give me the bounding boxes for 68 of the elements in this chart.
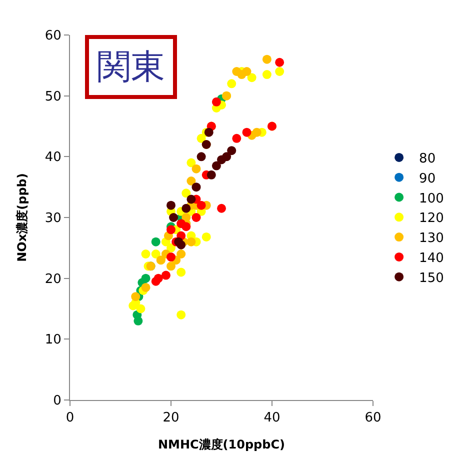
- point: [186, 176, 196, 186]
- legend-label: 90: [419, 171, 436, 186]
- point: [227, 146, 236, 156]
- chart-title: 関東: [97, 47, 165, 87]
- point: [166, 252, 176, 262]
- point: [176, 310, 186, 320]
- legend-label: 120: [419, 211, 444, 226]
- point: [192, 213, 201, 222]
- point: [227, 79, 236, 88]
- point: [141, 250, 150, 258]
- point: [212, 97, 221, 106]
- point: [176, 268, 186, 277]
- point: [204, 128, 214, 137]
- point: [206, 170, 216, 180]
- point: [161, 270, 170, 280]
- point: [275, 67, 284, 76]
- y-tick-label: 60: [44, 28, 62, 44]
- y-tick-label: 0: [53, 394, 62, 409]
- y-axis-title: NOx濃度(ppb): [15, 173, 30, 262]
- point: [174, 237, 184, 246]
- legend-label: 130: [419, 231, 444, 246]
- legend-label: 100: [419, 191, 444, 206]
- point: [182, 204, 191, 213]
- point: [141, 282, 150, 292]
- point: [186, 158, 196, 168]
- legend-label: 140: [419, 251, 444, 266]
- point: [242, 128, 252, 137]
- point: [262, 70, 272, 80]
- point: [166, 200, 176, 210]
- point: [192, 164, 201, 174]
- x-axis-title: NMHC濃度(10ppbC): [158, 438, 286, 452]
- x-tick-label: 40: [264, 410, 280, 426]
- point: [169, 213, 178, 222]
- point: [176, 250, 186, 258]
- point: [242, 67, 252, 76]
- y-tick-label: 50: [44, 89, 62, 104]
- y-tick-label: 40: [44, 150, 62, 166]
- x-tick-label: 20: [162, 410, 180, 426]
- y-tick-label: 30: [44, 211, 62, 226]
- point: [141, 274, 150, 283]
- legend-label: 80: [419, 152, 436, 167]
- point: [222, 152, 232, 162]
- point: [196, 152, 206, 162]
- point: [186, 194, 196, 204]
- y-tick-label: 20: [44, 272, 62, 287]
- point: [166, 225, 176, 234]
- legend-label: 150: [419, 270, 444, 286]
- point: [166, 262, 176, 271]
- x-tick-label: 60: [364, 410, 382, 426]
- point: [212, 161, 221, 170]
- point: [275, 58, 284, 67]
- point: [247, 73, 256, 82]
- point: [202, 232, 211, 242]
- point: [131, 292, 140, 302]
- point: [232, 134, 242, 143]
- point: [196, 200, 206, 210]
- point: [217, 204, 226, 213]
- point: [151, 250, 160, 258]
- point: [262, 54, 272, 64]
- y-tick-label: 10: [44, 332, 62, 348]
- x-tick-label: 0: [66, 410, 74, 426]
- point: [192, 182, 201, 192]
- point: [136, 304, 146, 314]
- point: [154, 274, 163, 283]
- point: [252, 128, 262, 137]
- point: [186, 237, 196, 246]
- point: [182, 188, 191, 198]
- point: [151, 237, 160, 246]
